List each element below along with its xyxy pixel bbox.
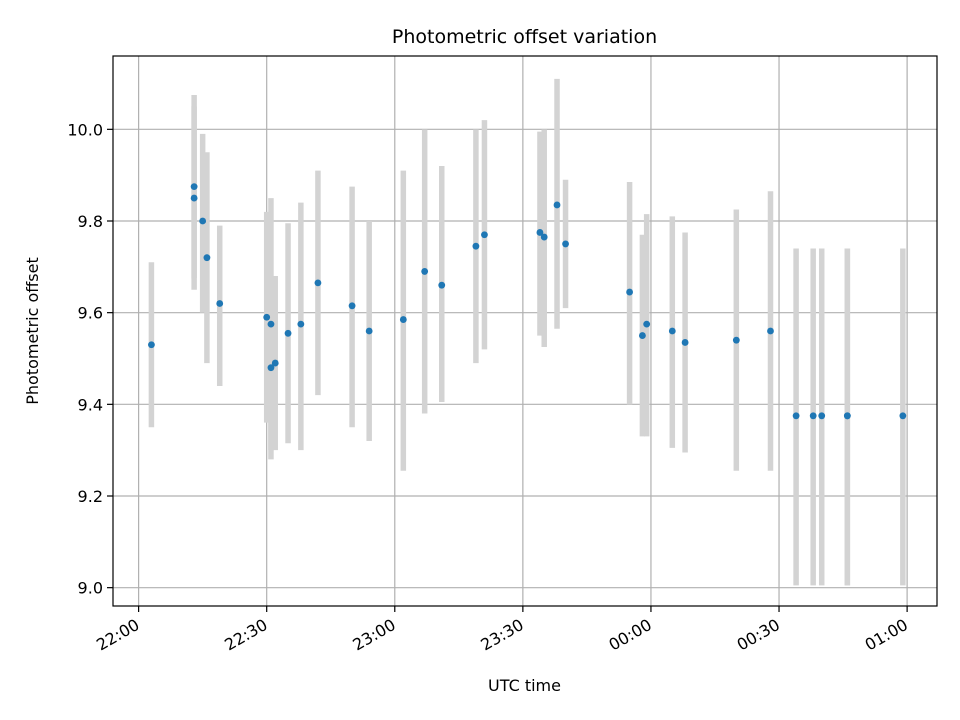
data-point — [553, 201, 561, 209]
data-point — [472, 242, 480, 250]
x-axis-label: UTC time — [488, 676, 561, 695]
data-point — [190, 194, 198, 202]
chart-title: Photometric offset variation — [392, 26, 657, 48]
data-point — [732, 336, 740, 344]
data-points — [148, 183, 907, 420]
data-point — [267, 320, 275, 328]
data-point — [767, 327, 774, 335]
data-point — [348, 302, 356, 310]
data-point — [681, 339, 689, 346]
data-point — [639, 332, 646, 339]
plot-frame — [112, 55, 938, 607]
data-point — [216, 300, 224, 307]
data-point — [199, 217, 207, 225]
data-point — [668, 327, 676, 335]
y-axis: 9.0 9.2 9.4 9.6 9.8 10.0 — [67, 120, 113, 598]
data-point — [271, 359, 279, 367]
data-point — [643, 320, 651, 328]
data-point — [297, 320, 305, 328]
data-point — [843, 412, 851, 420]
data-point — [314, 279, 322, 287]
data-point — [365, 327, 373, 335]
grid-lines — [113, 56, 937, 606]
y-tick-label: 9.8 — [78, 212, 103, 231]
y-tick-label: 9.6 — [78, 304, 103, 323]
data-point — [421, 268, 429, 275]
data-point — [203, 254, 211, 262]
data-point — [536, 229, 544, 236]
data-point — [267, 364, 275, 372]
data-point — [438, 281, 446, 289]
data-point — [792, 412, 800, 420]
y-tick-label: 9.2 — [78, 487, 103, 506]
data-point — [809, 412, 817, 420]
y-tick-label: 9.4 — [78, 395, 103, 414]
data-point — [399, 316, 407, 323]
data-point — [540, 233, 548, 241]
data-point — [481, 231, 488, 239]
data-point — [818, 412, 826, 420]
y-axis-label: Photometric offset — [23, 257, 42, 405]
y-tick-label: 9.0 — [78, 579, 103, 598]
data-point — [899, 412, 907, 420]
data-point — [263, 313, 271, 321]
data-point — [284, 329, 292, 337]
data-point — [562, 240, 569, 248]
data-point — [190, 183, 198, 191]
y-tick-label: 10.0 — [67, 120, 103, 139]
data-point — [148, 341, 155, 349]
data-point — [626, 288, 634, 296]
